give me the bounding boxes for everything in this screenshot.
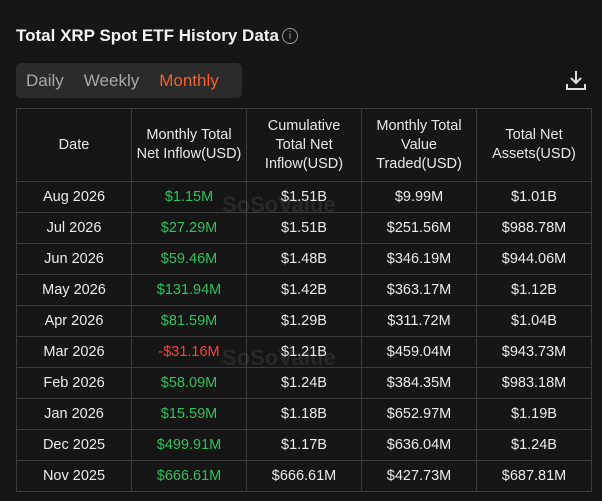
table-cell: $944.06M [476,243,592,275]
table-cell: $9.99M [361,181,477,213]
table-cell: $1.17B [246,429,362,461]
table-cell: Feb 2026 [16,367,132,399]
table-row: May 2026 $131.94M $1.42B $363.17M $1.12B [16,274,592,306]
page-title: Total XRP Spot ETF History Data [16,26,279,45]
table-cell: $1.01B [476,181,592,213]
table-cell: -$31.16M [131,336,247,368]
column-header: Total Net Assets(USD) [476,108,592,182]
table-cell: $499.91M [131,429,247,461]
table-row: Mar 2026 -$31.16M $1.21B $459.04M $943.73M [16,336,592,368]
history-table: Date Monthly Total Net Inflow(USD) Cumulat… [16,108,592,492]
table-cell: Apr 2026 [16,305,132,337]
table-cell: $311.72M [361,305,477,337]
table-cell: $251.56M [361,212,477,244]
table-cell: $1.42B [246,274,362,306]
table-cell: $1.21B [246,336,362,368]
table-cell: May 2026 [16,274,132,306]
table-cell: $131.94M [131,274,247,306]
table-row: Aug 2026 $1.15M $1.51B $9.99M $1.01B [16,181,592,213]
table-cell: $666.61M [246,460,362,492]
info-icon[interactable]: i [282,28,298,44]
table-cell: $346.19M [361,243,477,275]
table-row: Dec 2025 $499.91M $1.17B $636.04M $1.24B [16,429,592,461]
tab[interactable]: Daily [26,70,64,90]
table-cell: $81.59M [131,305,247,337]
table-cell: Jan 2026 [16,398,132,430]
table-cell: $1.48B [246,243,362,275]
table-cell: $59.46M [131,243,247,275]
column-header: Monthly Total Net Inflow(USD) [131,108,247,182]
table-cell: Jul 2026 [16,212,132,244]
table-cell: $652.97M [361,398,477,430]
table-row: Jun 2026 $59.46M $1.48B $346.19M $944.06M [16,243,592,275]
table-cell: $1.12B [476,274,592,306]
table-cell: $666.61M [131,460,247,492]
table-cell: $15.59M [131,398,247,430]
table-row: Feb 2026 $58.09M $1.24B $384.35M $983.18M [16,367,592,399]
column-header: Date [16,108,132,182]
table-row: Apr 2026 $81.59M $1.29B $311.72M $1.04B [16,305,592,337]
tab-bar: Daily Weekly Monthly [16,63,242,98]
table-cell: Jun 2026 [16,243,132,275]
table-cell: $427.73M [361,460,477,492]
table-cell: $1.29B [246,305,362,337]
table-cell: Aug 2026 [16,181,132,213]
table-row: Nov 2025 $666.61M $666.61M $427.73M $687.81M [16,460,592,492]
tab[interactable]: Monthly [159,70,219,90]
table-cell: $636.04M [361,429,477,461]
table-cell: $1.24B [246,367,362,399]
table-cell: Nov 2025 [16,460,132,492]
table-cell: $1.24B [476,429,592,461]
download-button[interactable] [564,68,588,92]
table-cell: $1.51B [246,181,362,213]
table-cell: $687.81M [476,460,592,492]
column-header: Cumulative Total Net Inflow(USD) [246,108,362,182]
tab[interactable]: Weekly [83,70,140,90]
table-cell: $1.18B [246,398,362,430]
table-cell: $58.09M [131,367,247,399]
table-cell: $384.35M [361,367,477,399]
table-cell: $459.04M [361,336,477,368]
table-cell: $27.29M [131,212,247,244]
table-cell: $363.17M [361,274,477,306]
table-cell: Dec 2025 [16,429,132,461]
table-cell: Mar 2026 [16,336,132,368]
column-header: Monthly Total Value Traded(USD) [361,108,477,182]
table-cell: $988.78M [476,212,592,244]
table-cell: $1.04B [476,305,592,337]
table-cell: $943.73M [476,336,592,368]
table-cell: $1.51B [246,212,362,244]
table-cell: $983.18M [476,367,592,399]
table-cell: $1.15M [131,181,247,213]
table-cell: $1.19B [476,398,592,430]
table-row: Jan 2026 $15.59M $1.18B $652.97M $1.19B [16,398,592,430]
table-row: Jul 2026 $27.29M $1.51B $251.56M $988.78M [16,212,592,244]
